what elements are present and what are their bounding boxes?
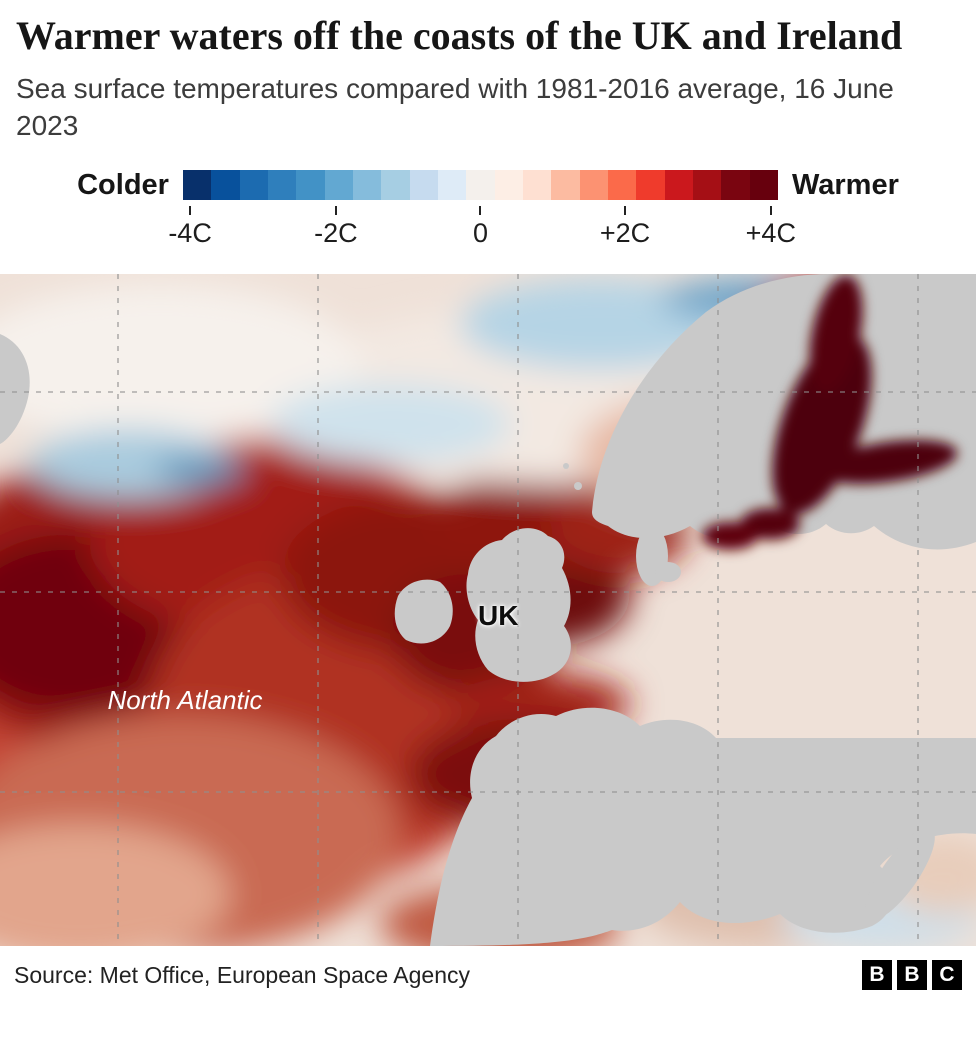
tick-mark	[334, 205, 337, 215]
tick-mark	[624, 205, 627, 215]
tick-mark	[189, 205, 192, 215]
land-continental-europe	[430, 707, 976, 946]
sea-temperature-map: UK North Atlantic	[0, 273, 976, 946]
temperature-heatmap-svg	[0, 273, 976, 946]
page-title: Warmer waters off the coasts of the UK a…	[16, 13, 903, 58]
uk-map-label: UK	[478, 599, 519, 631]
legend-colder-label: Colder	[77, 168, 169, 201]
tick-label-plus4: +4C	[745, 217, 796, 248]
tick-label-minus4: -4C	[168, 217, 212, 248]
baltic-sea-overlay	[702, 274, 958, 550]
colorbar	[182, 170, 778, 201]
header: Warmer waters off the coasts of the UK a…	[0, 0, 976, 250]
tick-label-plus2: +2C	[599, 217, 651, 248]
tick-label-zero: 0	[472, 217, 488, 248]
tick-mark	[479, 205, 482, 215]
colorbar-ticks: -4C -2C 0 +2C +4C	[168, 204, 796, 250]
temperature-legend: Colder Warmer -4C -2C 0 +2C +4C	[16, 169, 960, 250]
north-atlantic-map-label: North Atlantic	[107, 684, 263, 715]
land-shetland	[563, 462, 569, 469]
source-credit: Source: Met Office, European Space Agenc…	[14, 961, 471, 988]
land-greenland	[0, 333, 30, 444]
land-great-britain	[466, 527, 571, 682]
legend-warmer-label: Warmer	[791, 168, 899, 201]
bbc-logo-block-b1: B	[862, 960, 892, 991]
bbc-logo-block-c: C	[932, 960, 962, 991]
bbc-logo: B B C	[862, 960, 962, 991]
footer: Source: Met Office, European Space Agenc…	[0, 945, 976, 1005]
bbc-logo-block-b2: B	[897, 960, 927, 991]
land-shetland	[574, 481, 582, 490]
page-subtitle: Sea surface temperatures compared with 1…	[16, 72, 894, 141]
graticule	[0, 273, 976, 946]
tick-label-minus2: -2C	[314, 217, 358, 248]
land-ireland	[394, 579, 453, 644]
tick-mark	[769, 205, 772, 215]
land-denmark-isles	[655, 561, 681, 582]
